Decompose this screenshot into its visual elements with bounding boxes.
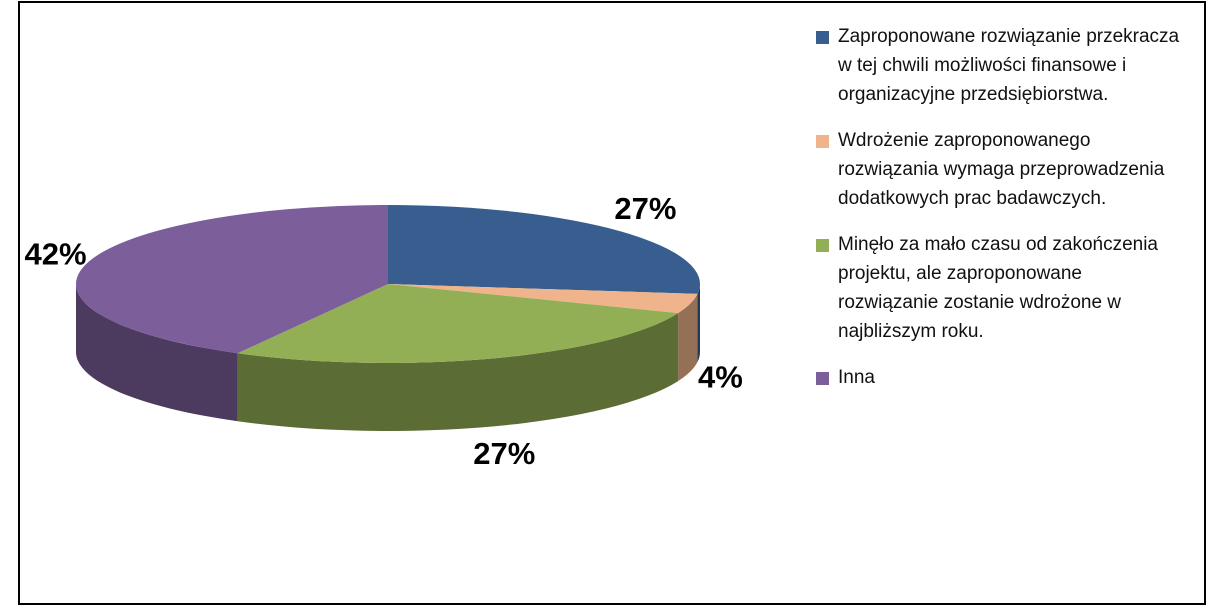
legend-swatch <box>816 135 829 148</box>
legend-item: Wdrożenie zaproponowanego rozwiązania wy… <box>812 126 1187 213</box>
legend-swatch <box>816 31 829 44</box>
legend-label: Wdrożenie zaproponowanego rozwiązania wy… <box>838 130 1165 209</box>
legend-item: Zaproponowane rozwiązanie przekracza w t… <box>812 22 1187 109</box>
pie-slice <box>388 284 698 314</box>
legend-label: Zaproponowane rozwiązanie przekracza w t… <box>838 26 1180 105</box>
legend-swatch <box>816 372 829 385</box>
legend-item: Minęło za mało czasu od zakończenia proj… <box>812 230 1187 346</box>
data-label: 42% <box>25 237 87 272</box>
pie-side <box>697 284 700 362</box>
pie-slice <box>388 205 700 294</box>
legend-label: Minęło za mało czasu od zakończenia proj… <box>838 234 1159 342</box>
pie-side <box>678 293 698 382</box>
pie-side <box>76 284 238 422</box>
legend: Zaproponowane rozwiązanie przekracza w t… <box>812 22 1187 409</box>
legend-item: Inna <box>812 363 1187 392</box>
pie-slice <box>75 205 388 354</box>
pie-slice <box>237 284 679 363</box>
pie-side <box>237 313 679 432</box>
legend-swatch <box>816 239 829 252</box>
data-label: 4% <box>698 360 743 395</box>
legend-label: Inna <box>838 367 875 388</box>
data-label: 27% <box>473 436 535 471</box>
data-label: 27% <box>614 191 676 226</box>
